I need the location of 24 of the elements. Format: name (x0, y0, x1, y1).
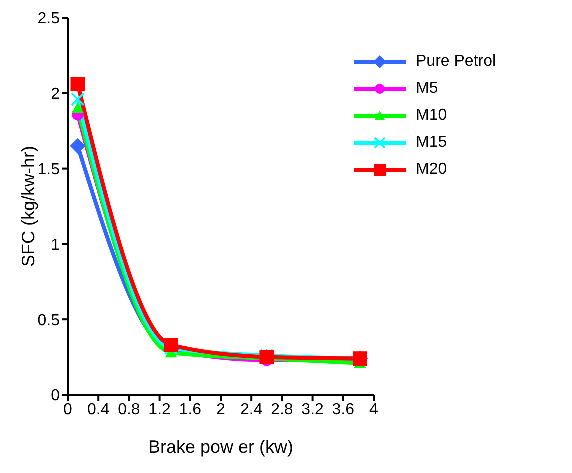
x-tick-label: 2 (216, 401, 226, 418)
legend-label: M15 (416, 134, 448, 152)
x-tick-label: 0 (64, 401, 73, 418)
x-tick-label: 0.8 (118, 401, 140, 418)
y-tick-label: 1.5 (38, 161, 60, 178)
y-tick-label: 1 (51, 236, 60, 254)
x-tick-label: 2.8 (271, 401, 294, 418)
x-axis-title: Brake pow er (kw) (148, 436, 294, 457)
x-tick-label: 1.2 (148, 401, 172, 418)
y-tick-label: 0.5 (38, 312, 60, 330)
legend-label: Pure Petrol (416, 52, 496, 70)
legend-label: M10 (416, 106, 448, 124)
y-tick-label: 2 (51, 86, 60, 104)
x-tick-label: 0.4 (87, 401, 110, 418)
y-tick-label: 0 (51, 388, 60, 405)
legend-label: M20 (416, 160, 448, 178)
x-tick-label: 3.2 (302, 401, 324, 418)
x-tick-label: 4 (370, 401, 379, 418)
legend-label: M5 (416, 80, 438, 98)
x-tick-label: 3.6 (332, 401, 355, 418)
x-tick-label: 2.4 (240, 401, 263, 418)
y-tick-label: 2.5 (38, 10, 60, 28)
y-axis-title: SFC (kg/kw-hr) (18, 146, 38, 267)
x-tick-label: 1.6 (179, 401, 202, 418)
